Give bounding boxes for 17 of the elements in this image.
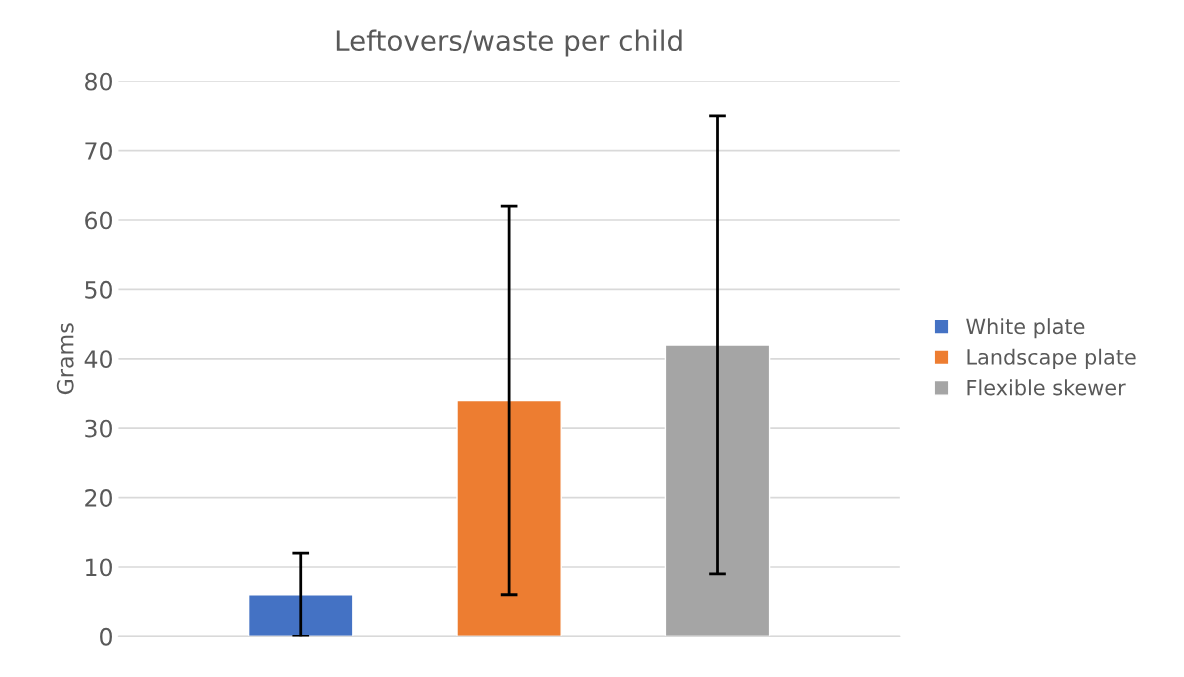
- bar: [247, 594, 354, 637]
- y-tick-label: 40: [84, 350, 112, 369]
- y-axis-title: Grams: [56, 323, 74, 395]
- y-tick-label: 30: [85, 419, 112, 438]
- y-tick-label: 10: [86, 558, 112, 577]
- y-tick-label: 70: [85, 142, 112, 160]
- legend-label: Flexible skewer: [967, 379, 1126, 396]
- y-tick-label: 0: [100, 627, 112, 646]
- y-tick-label: 60: [85, 211, 112, 230]
- legend-label: White plate: [966, 318, 1085, 339]
- bar: [664, 344, 771, 637]
- bar: [456, 399, 562, 637]
- y-tick-label: 20: [85, 489, 112, 507]
- legend-label: Landscape plate: [967, 348, 1136, 369]
- chart-title: Leftovers/waste per child: [336, 29, 682, 57]
- y-tick-label: 50: [85, 280, 112, 299]
- y-tick-label: 80: [85, 72, 112, 91]
